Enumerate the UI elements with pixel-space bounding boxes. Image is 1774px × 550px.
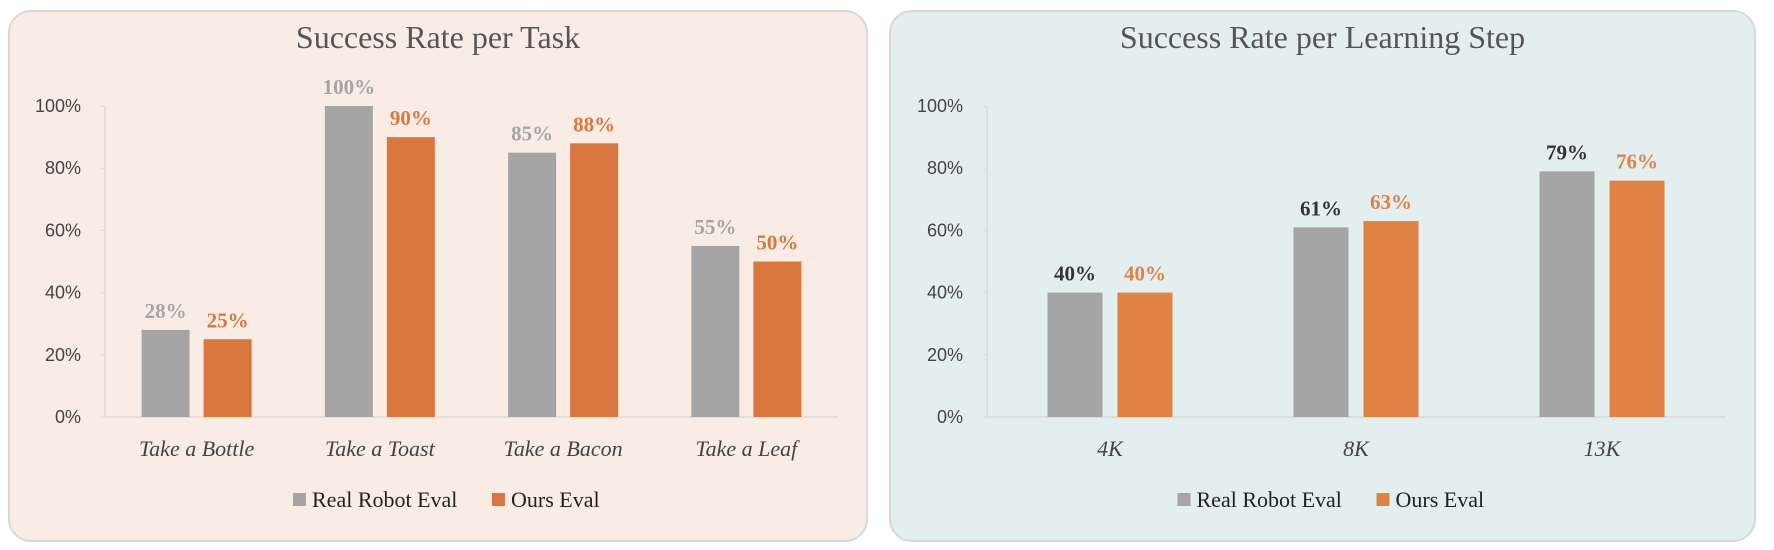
- legend: Real Robot Eval Ours Eval: [293, 487, 600, 512]
- data-label: 40%: [1124, 262, 1166, 286]
- data-label: 79%: [1546, 140, 1588, 164]
- data-label: 100%: [323, 75, 376, 99]
- bar-real-robot-eval: [1539, 171, 1595, 417]
- data-label: 88%: [573, 112, 615, 136]
- bar-real-robot-eval: [324, 106, 373, 417]
- x-tick-label: Take a Bottle: [139, 436, 255, 461]
- data-label: 63%: [1370, 190, 1412, 214]
- bar-real-robot-eval: [691, 245, 740, 417]
- data-label: 40%: [1054, 262, 1096, 286]
- y-tick-label: 40%: [927, 283, 963, 303]
- legend: Real Robot Eval Ours Eval: [1177, 487, 1485, 512]
- y-tick-label: 40%: [45, 283, 81, 303]
- x-tick-label: Take a Leaf: [695, 436, 800, 461]
- y-tick-label: 20%: [45, 345, 81, 365]
- data-label: 55%: [694, 215, 736, 239]
- y-tick-label: 100%: [35, 96, 81, 116]
- legend-swatch: [1376, 493, 1390, 506]
- data-label: 85%: [511, 122, 553, 146]
- x-tick-label: 4K: [1097, 436, 1124, 461]
- data-label: 61%: [1300, 196, 1342, 220]
- y-tick-label: 80%: [45, 158, 81, 178]
- legend-label: Ours Eval: [511, 487, 600, 512]
- chart-title: Success Rate per Task: [296, 19, 580, 55]
- x-tick-label: 13K: [1584, 436, 1622, 461]
- chart-panel-2: Success Rate per Learning Step 0% 20% 40% 60…: [889, 10, 1756, 542]
- y-tick-label: 0%: [55, 407, 81, 427]
- legend-swatch: [492, 493, 505, 506]
- chart-panel-1: Success Rate per Task 0% 20% 40% 60% 80% 100% T…: [8, 10, 868, 542]
- bar-ours-eval: [1363, 221, 1419, 417]
- y-tick-label: 60%: [45, 220, 81, 240]
- legend-label: Real Robot Eval: [1197, 487, 1342, 512]
- x-tick-label: Take a Toast: [325, 436, 436, 461]
- bar-ours-eval: [386, 137, 435, 417]
- bar-ours-eval: [1117, 292, 1173, 417]
- y-tick-label: 100%: [917, 96, 963, 116]
- bar-ours-eval: [753, 261, 802, 417]
- bar-real-robot-eval: [141, 329, 190, 417]
- x-tick-label: Take a Bacon: [504, 436, 623, 461]
- legend-swatch: [293, 493, 306, 506]
- chart-title: Success Rate per Learning Step: [1120, 19, 1525, 55]
- y-tick-label: 60%: [927, 220, 963, 240]
- data-label: 90%: [390, 106, 432, 130]
- x-tick-label: 8K: [1343, 436, 1370, 461]
- bar-ours-eval: [1609, 180, 1665, 417]
- bar-real-robot-eval: [1047, 292, 1103, 417]
- bar-ours-eval: [570, 143, 619, 417]
- y-tick-label: 80%: [927, 158, 963, 178]
- y-tick-label: 0%: [937, 407, 963, 427]
- data-label: 76%: [1616, 150, 1658, 174]
- data-label: 28%: [145, 299, 187, 323]
- legend-swatch: [1177, 493, 1191, 506]
- bar-ours-eval: [203, 339, 252, 417]
- bar-real-robot-eval: [1293, 227, 1349, 417]
- y-tick-label: 20%: [927, 345, 963, 365]
- bar-real-robot-eval: [508, 152, 557, 417]
- legend-label: Ours Eval: [1396, 487, 1485, 512]
- data-label: 50%: [756, 231, 798, 255]
- data-label: 25%: [207, 308, 249, 332]
- legend-label: Real Robot Eval: [312, 487, 457, 512]
